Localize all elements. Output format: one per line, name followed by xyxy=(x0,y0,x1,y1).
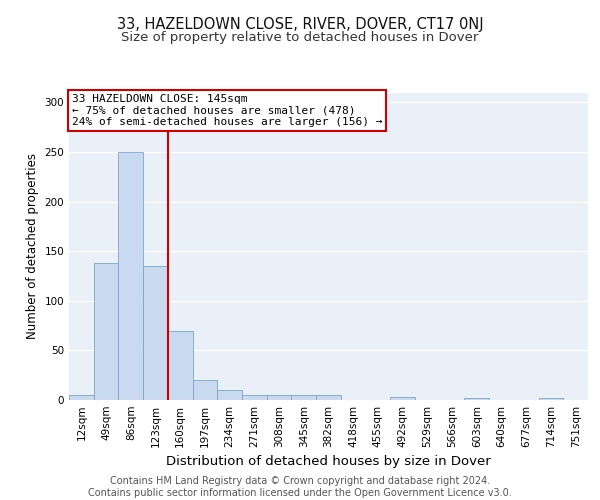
Bar xyxy=(539,398,563,400)
Bar xyxy=(464,398,489,400)
Bar xyxy=(118,152,143,400)
Bar xyxy=(69,395,94,400)
Bar xyxy=(94,263,118,400)
Y-axis label: Number of detached properties: Number of detached properties xyxy=(26,153,39,339)
Text: Size of property relative to detached houses in Dover: Size of property relative to detached ho… xyxy=(121,31,479,44)
Bar xyxy=(168,330,193,400)
Text: Contains HM Land Registry data © Crown copyright and database right 2024.
Contai: Contains HM Land Registry data © Crown c… xyxy=(88,476,512,498)
Bar xyxy=(217,390,242,400)
X-axis label: Distribution of detached houses by size in Dover: Distribution of detached houses by size … xyxy=(166,456,491,468)
Bar xyxy=(193,380,217,400)
Bar xyxy=(143,266,168,400)
Bar xyxy=(242,395,267,400)
Bar xyxy=(267,395,292,400)
Text: 33 HAZELDOWN CLOSE: 145sqm
← 75% of detached houses are smaller (478)
24% of sem: 33 HAZELDOWN CLOSE: 145sqm ← 75% of deta… xyxy=(71,94,382,127)
Text: 33, HAZELDOWN CLOSE, RIVER, DOVER, CT17 0NJ: 33, HAZELDOWN CLOSE, RIVER, DOVER, CT17 … xyxy=(116,18,484,32)
Bar xyxy=(316,395,341,400)
Bar xyxy=(390,397,415,400)
Bar xyxy=(292,395,316,400)
